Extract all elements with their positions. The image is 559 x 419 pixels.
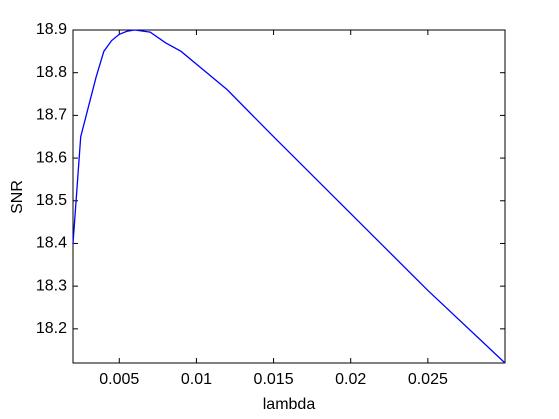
y-tick-label: 18.3: [36, 277, 67, 294]
x-tick-label: 0.02: [335, 371, 366, 388]
x-axis-label: lambda: [263, 396, 316, 413]
x-tick-label: 0.025: [408, 371, 448, 388]
y-tick-label: 18.5: [36, 192, 67, 209]
y-tick-label: 18.6: [36, 149, 67, 166]
y-tick-label: 18.7: [36, 107, 67, 124]
y-tick-label: 18.9: [36, 21, 67, 38]
y-tick-label: 18.8: [36, 64, 67, 81]
plot-frame: [72, 29, 506, 364]
data-line: [72, 29, 506, 364]
x-tick-label: 0.01: [181, 371, 212, 388]
x-tick-label: 0.015: [254, 371, 294, 388]
y-axis-label: SNR: [9, 180, 26, 214]
y-tick-label: 18.2: [36, 320, 67, 337]
x-tick-label: 0.005: [99, 371, 139, 388]
y-tick-label: 18.4: [36, 235, 67, 252]
